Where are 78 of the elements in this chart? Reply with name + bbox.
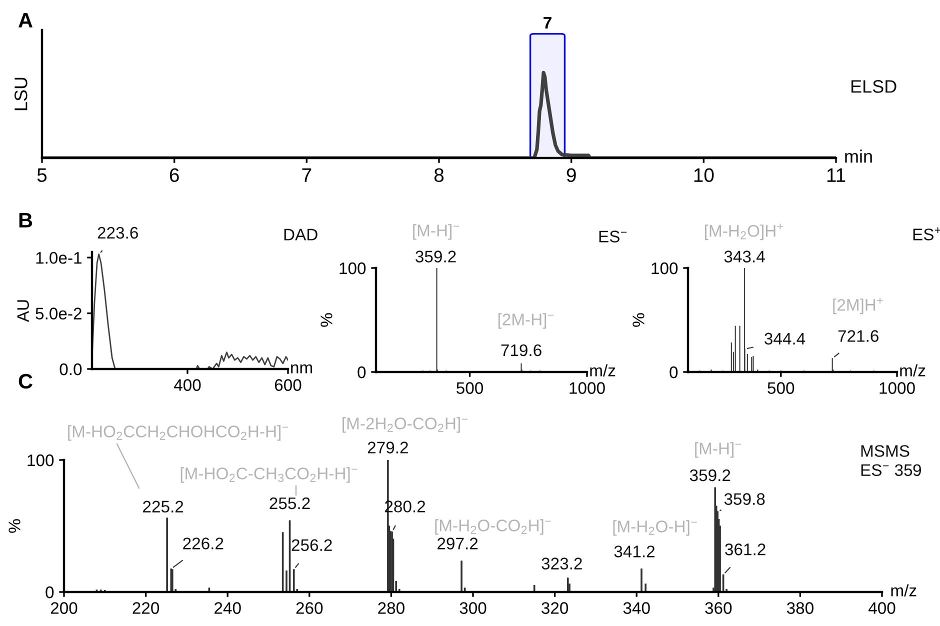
x-tick-label: 260 bbox=[296, 602, 323, 614]
text: DAD bbox=[284, 228, 318, 240]
y-axis-title: % bbox=[320, 313, 332, 327]
x-tick-label: 320 bbox=[542, 602, 568, 614]
x-tick-label: 240 bbox=[214, 602, 241, 614]
annotation: MSMS ES$^{−}$ 359 bbox=[861, 445, 921, 476]
y-axis-title: LSU bbox=[14, 78, 28, 110]
y-tick-label: 100 bbox=[28, 454, 54, 466]
annotation: [M-H$_{2}$O-H]$^{−}$ bbox=[613, 520, 697, 536]
annotation: 359.2 bbox=[416, 250, 456, 262]
x-axis-title: nm bbox=[291, 364, 312, 374]
x-tick-label: 7 bbox=[302, 168, 312, 182]
y-tick-label: 100 bbox=[340, 262, 366, 274]
text: [M-H]$^{−}$ bbox=[695, 442, 742, 458]
annotation: [2M]H$^{+}$ bbox=[833, 298, 883, 314]
x-tick-label: 400 bbox=[174, 379, 201, 391]
y-tick-label: 0 bbox=[670, 366, 678, 378]
annotation: 225.2 bbox=[143, 500, 184, 513]
annotation: 256.2 bbox=[292, 539, 332, 552]
x-axis-title: m/z bbox=[900, 364, 926, 376]
x-tick-label: 6 bbox=[170, 168, 179, 182]
text: [M-H$_{2}$O]H$^{+}$ bbox=[705, 224, 784, 240]
x-tick-label: 380 bbox=[786, 602, 814, 614]
x-tick-label: 10 bbox=[694, 168, 714, 182]
x-tick-label: 11 bbox=[827, 168, 846, 182]
annotation: 223.6 bbox=[98, 226, 138, 239]
x-tick-label: 9 bbox=[566, 168, 576, 182]
band-label: 7 bbox=[544, 16, 552, 28]
x-tick-label: 220 bbox=[132, 602, 160, 614]
text: [M-2H$_{2}$O-CO$_{2}$H]$^{−}$ bbox=[342, 417, 468, 433]
text: [M-H]$^{−}$ bbox=[413, 224, 460, 240]
x-tick-label: 500 bbox=[456, 382, 484, 394]
annotation: 255.2 bbox=[270, 497, 310, 510]
annotation: 343.4 bbox=[724, 250, 765, 262]
annotation: [M-H$_{2}$O-CO$_{2}$H]$^{−}$ bbox=[435, 519, 551, 535]
x-axis-title: min bbox=[845, 150, 872, 163]
x-axis-title: m/z bbox=[891, 584, 916, 596]
annotation: 297.2 bbox=[438, 538, 478, 550]
text: ELSD bbox=[851, 80, 896, 93]
annotation: 719.6 bbox=[501, 344, 542, 356]
annotation: 359.2 bbox=[690, 469, 730, 482]
annotation: 323.2 bbox=[542, 558, 582, 570]
x-tick-label: 1000 bbox=[570, 382, 605, 394]
x-tick-label: 5 bbox=[37, 168, 47, 182]
chart-title: A bbox=[18, 13, 32, 28]
x-tick-label: 600 bbox=[274, 379, 302, 391]
x-tick-label: 200 bbox=[50, 602, 78, 614]
y-tick-label: 0.0 bbox=[60, 363, 82, 376]
y-tick-label: 0 bbox=[46, 586, 54, 598]
y-tick-label: 0 bbox=[358, 366, 366, 378]
chart-title: C bbox=[18, 374, 32, 389]
x-tick-label: 300 bbox=[460, 602, 486, 614]
annotation: 341.2 bbox=[614, 546, 655, 558]
annotation: 359.8 bbox=[724, 493, 765, 505]
x-tick-label: 1000 bbox=[880, 382, 915, 394]
annotation: [M-HO$_{2}$C-CH$_{3}$CO$_{2}$H-H]$^{−}$ bbox=[180, 467, 358, 483]
text: ES$^{−}$ bbox=[599, 230, 627, 242]
y-axis-title: AU bbox=[17, 300, 29, 322]
x-tick-label: 500 bbox=[768, 382, 794, 394]
text: [M-HO$_{2}$CCH$_{2}$CHOHCO$_{2}$H-H]$^{−}$ bbox=[68, 425, 288, 441]
x-tick-label: 8 bbox=[434, 168, 444, 182]
y-axis-title: % bbox=[8, 519, 20, 533]
y-tick-label: 1.0e-1 bbox=[36, 252, 82, 264]
x-tick-label: 280 bbox=[378, 602, 404, 614]
annotation: 226.2 bbox=[183, 538, 224, 550]
x-tick-label: 400 bbox=[868, 602, 896, 614]
x-tick-label: 340 bbox=[623, 602, 650, 614]
y-axis-title: % bbox=[632, 313, 644, 327]
y-tick-label: 5.0e-2 bbox=[36, 308, 82, 320]
x-tick-label: 360 bbox=[705, 602, 732, 614]
annotation: 344.4 bbox=[764, 332, 806, 345]
annotation: 361.2 bbox=[725, 544, 766, 556]
chart-title: B bbox=[19, 213, 32, 228]
annotation: 279.2 bbox=[368, 442, 408, 454]
x-axis-title: m/z bbox=[590, 364, 616, 376]
annotation: [2M-H]$^{−}$ bbox=[498, 313, 554, 329]
annotation: 721.6 bbox=[838, 330, 878, 342]
y-tick-label: 100 bbox=[652, 262, 678, 274]
